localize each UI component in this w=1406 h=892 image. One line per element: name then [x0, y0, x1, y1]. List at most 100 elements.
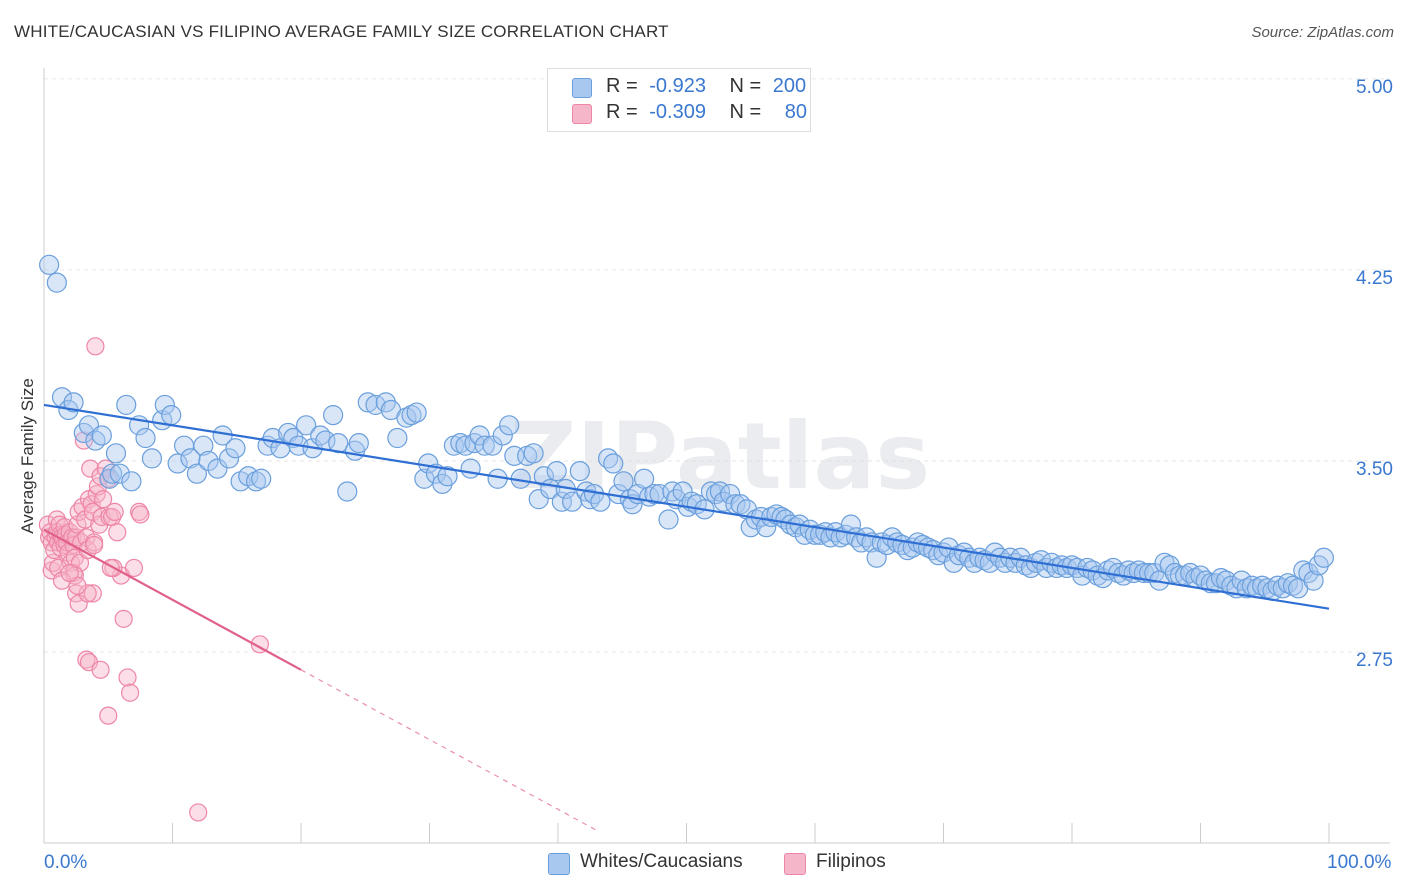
- whites-caucasians-point: [116, 394, 137, 416]
- filipinos-point: [94, 490, 113, 509]
- whites-caucasians-point: [121, 471, 142, 492]
- bottom-legend-label-whites: Whites/Caucasians: [580, 851, 743, 872]
- bottom-legend-label-filipinos: Filipinos: [816, 851, 886, 872]
- whites-caucasians-point: [141, 448, 163, 469]
- filipinos-point: [120, 683, 140, 702]
- whites-caucasians-point: [1303, 570, 1324, 591]
- filipinos-point: [99, 706, 118, 725]
- filipinos-point: [74, 431, 93, 450]
- y-tick-labels: 2.75 3.50 4.25 5.00: [1356, 77, 1393, 671]
- whites-caucasians-point: [296, 415, 317, 436]
- whites-caucasians-point: [840, 514, 862, 535]
- filipinos-point: [52, 571, 72, 590]
- whites-caucasians-point: [39, 254, 60, 275]
- legend-r-value: -0.309: [649, 101, 706, 123]
- whites-caucasians-point: [207, 458, 228, 479]
- whites-caucasians-point: [474, 435, 495, 456]
- filipinos-point: [118, 668, 137, 687]
- whites-caucasians-point: [492, 425, 513, 446]
- whites-caucasians-point: [523, 443, 544, 464]
- filipinos-points: [38, 337, 269, 822]
- legend-n-label: N =: [729, 101, 762, 123]
- filipinos-point: [108, 523, 127, 542]
- bottom-legend-swatch-filipinos: [784, 853, 806, 875]
- whites-caucasians-point: [450, 433, 471, 454]
- whites-caucasians-point: [603, 453, 624, 474]
- filipinos-point: [131, 505, 150, 524]
- legend-r-value: -0.923: [649, 75, 706, 97]
- whites-caucasians-point: [546, 461, 567, 482]
- filipinos-point: [60, 563, 79, 583]
- whites-caucasians-point: [437, 466, 458, 487]
- chart-title: WHITE/CAUCASIAN VS FILIPINO AVERAGE FAMI…: [14, 22, 669, 41]
- filipinos-point: [69, 594, 88, 613]
- whites-caucasians-point: [897, 539, 918, 561]
- legend-text-whites: R = -0.923 N = 200: [606, 75, 806, 98]
- whites-caucasians-point: [1293, 560, 1314, 581]
- whites-caucasians-point: [1241, 575, 1263, 596]
- whites-caucasians-point: [644, 483, 665, 505]
- whites-caucasians-points: [39, 254, 1334, 601]
- whites-caucasians-point: [1200, 573, 1221, 594]
- legend-r-label: R =: [606, 101, 638, 123]
- filipinos-point: [114, 609, 133, 628]
- whites-caucasians-point: [613, 471, 634, 492]
- filipinos-point: [47, 510, 66, 529]
- filipinos-point: [83, 584, 102, 603]
- whites-caucasians-point: [460, 458, 481, 479]
- y-tick-label: 5.00: [1356, 77, 1393, 98]
- filipinos-point: [124, 558, 144, 578]
- whites-caucasians-point: [1277, 573, 1298, 594]
- whites-caucasians-point: [105, 443, 127, 464]
- whites-caucasians-point: [387, 427, 408, 449]
- whites-caucasians-point: [245, 471, 267, 492]
- whites-caucasians-point: [337, 481, 358, 502]
- whites-caucasians-point: [569, 461, 590, 482]
- y-tick-label: 4.25: [1356, 268, 1393, 289]
- whites-caucasians-point: [1236, 578, 1257, 599]
- filipinos-trend-line: [43, 528, 302, 671]
- whites-caucasians-point: [406, 402, 427, 423]
- whites-caucasians-point: [167, 453, 188, 474]
- x-tick-label-min: 0.0%: [44, 852, 88, 873]
- whites-caucasians-point: [720, 483, 741, 505]
- filipinos-point: [78, 584, 97, 603]
- whites-caucasians-point: [154, 394, 175, 416]
- whites-caucasians-point: [1221, 575, 1242, 596]
- filipinos-point: [77, 650, 96, 669]
- filipinos-trend-line-extension: [300, 669, 597, 831]
- whites-caucasians-point: [1282, 575, 1304, 596]
- legend-text-filipinos: R = -0.309 N = 80: [606, 101, 807, 124]
- whites-caucasians-point: [135, 427, 156, 449]
- whites-caucasians-point: [251, 468, 272, 489]
- whites-caucasians-point: [979, 552, 1000, 573]
- filipinos-point: [85, 535, 104, 555]
- legend-n-value: 200: [772, 75, 807, 97]
- whites-caucasians-point: [551, 491, 572, 512]
- whites-caucasians-point: [225, 438, 246, 459]
- y-tick-label: 2.75: [1356, 650, 1393, 671]
- whites-caucasians-point: [1210, 568, 1232, 589]
- whites-caucasians-point: [323, 405, 344, 426]
- whites-caucasians-point: [1313, 547, 1334, 568]
- legend-n-label: N =: [729, 75, 762, 97]
- whites-caucasians-point: [401, 405, 422, 426]
- whites-caucasians-point: [658, 509, 679, 530]
- whites-caucasians-point: [396, 407, 417, 428]
- legend-r-label: R =: [606, 75, 638, 97]
- whites-caucasians-point: [193, 435, 214, 456]
- legend-swatch-whites: [572, 78, 592, 98]
- whites-caucasians-point: [562, 491, 583, 512]
- legend-swatch-filipinos: [572, 104, 592, 124]
- whites-caucasians-point: [186, 463, 208, 484]
- whites-caucasians-point: [46, 272, 67, 293]
- filipinos-point: [91, 660, 110, 679]
- filipinos-point: [105, 502, 124, 521]
- legend-n-value: 80: [784, 101, 808, 123]
- whites-caucasians-point: [161, 405, 182, 426]
- filipinos-point: [82, 495, 101, 514]
- whites-caucasians-point: [357, 392, 378, 413]
- whites-caucasians-point: [1154, 552, 1175, 573]
- whites-caucasians-point: [533, 466, 554, 487]
